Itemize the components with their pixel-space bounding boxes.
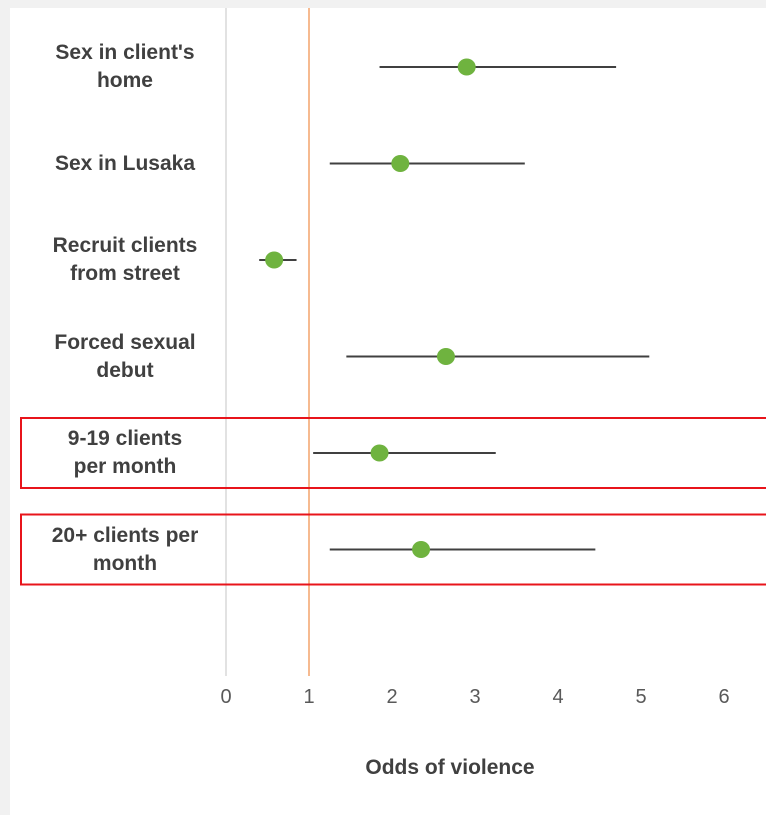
x-tick-label: 5 <box>635 686 647 708</box>
odds-ratio-point <box>436 348 455 365</box>
x-tick-label: 0 <box>220 686 232 708</box>
category-label: Forced sexual debut <box>54 330 196 382</box>
category-label: 20+ clients per month <box>51 523 199 575</box>
odds-ratio-point <box>391 155 410 172</box>
odds-ratio-point <box>265 251 284 269</box>
x-tick-label: 2 <box>386 686 398 708</box>
odds-ratio-point <box>370 444 389 462</box>
odds-ratio-point <box>412 541 431 558</box>
x-axis-title: Odds of violence <box>365 756 535 779</box>
category-label: 9-19 clients per month <box>67 427 183 478</box>
x-tick-label: 1 <box>303 686 315 708</box>
highlight-box <box>20 513 766 586</box>
x-tick-label: 3 <box>469 686 481 708</box>
odds-ratio-point <box>457 58 476 76</box>
category-label: Recruit clients from street <box>52 234 198 285</box>
category-label: Sex in client's home <box>55 41 195 92</box>
plot-area <box>20 8 766 676</box>
highlight-box <box>20 417 766 489</box>
forest-plot-figure: Sex in client's home Sex in Lusaka Recruit… <box>10 8 766 815</box>
category-label: Sex in Lusaka <box>54 151 196 175</box>
x-tick-label: 6 <box>718 686 730 708</box>
x-tick-label: 4 <box>552 686 564 708</box>
